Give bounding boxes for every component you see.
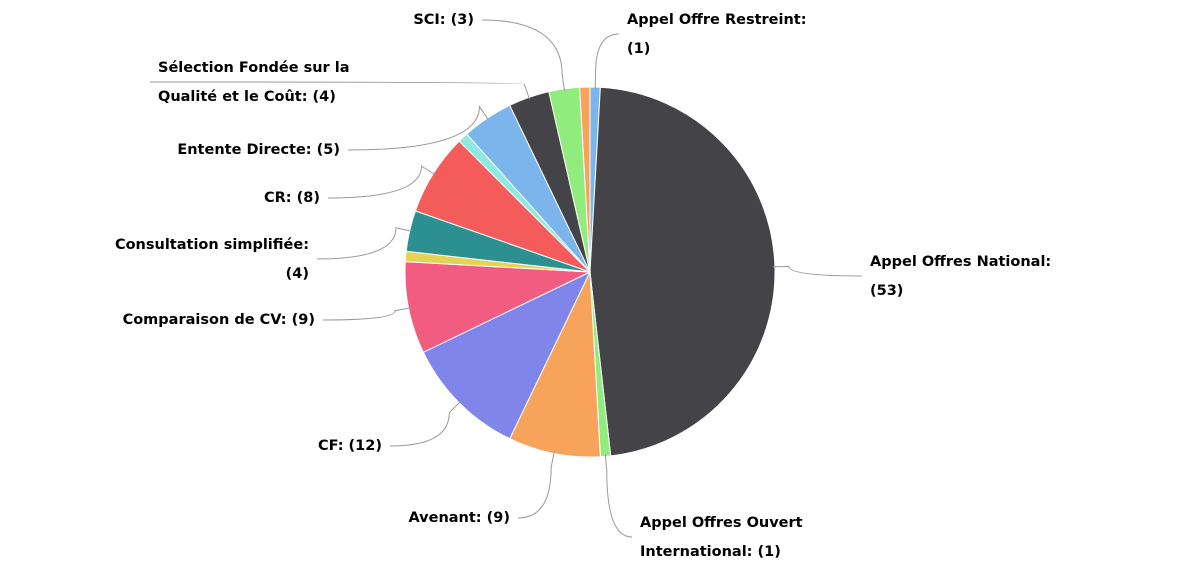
data-label: SCI: (3): [413, 12, 474, 28]
slices: [404, 86, 776, 458]
data-label: Consultation simplifiée: (4): [115, 237, 309, 282]
labels: Appel Offre Restreint: (1) Appel Offres Na…: [115, 12, 1051, 560]
data-label: CF: (12): [318, 438, 382, 454]
slice: [589, 86, 776, 457]
label-line: Appel Offres Ouvert: [640, 515, 803, 531]
connector: [149, 81, 531, 100]
data-label: Appel Offres National: (53): [870, 254, 1051, 299]
slice: [579, 86, 591, 273]
label-line: (4): [286, 266, 309, 282]
data-label: Comparaison de CV: (9): [123, 312, 315, 328]
label-line: Sélection Fondée sur la: [158, 60, 350, 76]
data-label: Avenant: (9): [408, 510, 510, 526]
connector: [594, 33, 620, 90]
data-label: Sélection Fondée sur la Qualité et le Coû…: [158, 60, 350, 105]
label-line: Appel Offre Restreint:: [627, 12, 807, 28]
label-line: SCI: (3): [413, 12, 474, 28]
label-line: (1): [627, 41, 650, 57]
label-line: CF: (12): [318, 438, 382, 454]
data-label: Entente Directe: (5): [177, 142, 340, 158]
connector: [604, 454, 633, 538]
label-line: Qualité et le Coût: (4): [158, 89, 336, 105]
data-label: Appel Offre Restreint: (1): [627, 12, 807, 57]
label-line: Consultation simplifiée:: [115, 237, 309, 253]
connector: [327, 165, 436, 199]
label-line: Avenant: (9): [408, 510, 510, 526]
label-line: International: (1): [640, 544, 781, 560]
connector: [316, 227, 412, 260]
label-line: CR: (8): [264, 190, 320, 206]
data-label: Appel Offres Ouvert International: (1): [640, 515, 803, 560]
connector: [389, 401, 461, 447]
data-label: CR: (8): [264, 190, 320, 206]
connector: [481, 19, 565, 91]
connector: [517, 451, 555, 519]
label-line: Appel Offres National:: [870, 254, 1051, 270]
connector: [322, 307, 411, 321]
label-line: Comparaison de CV: (9): [123, 312, 315, 328]
connector: [772, 265, 863, 277]
label-line: (53): [870, 283, 903, 299]
connector: [347, 104, 489, 151]
label-line: Entente Directe: (5): [177, 142, 340, 158]
